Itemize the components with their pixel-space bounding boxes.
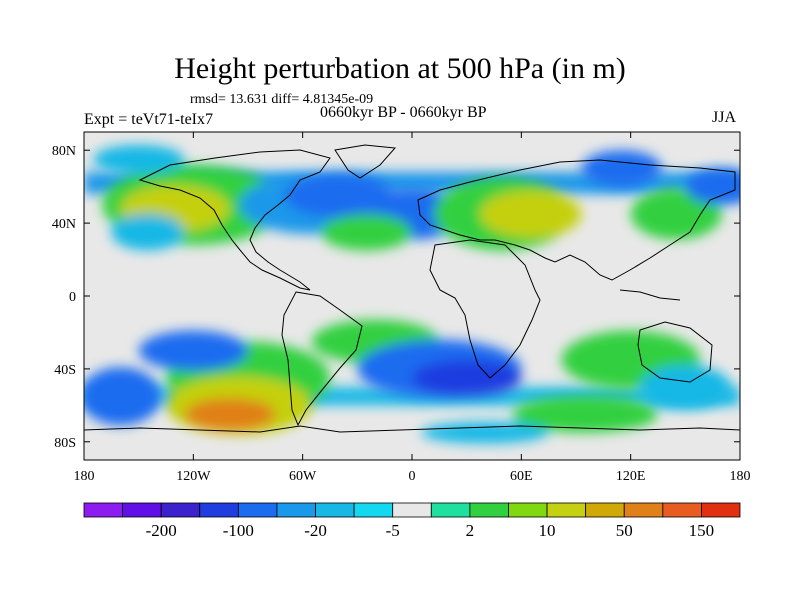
colorbar-label: -100	[223, 521, 254, 540]
coast-australia	[637, 321, 713, 383]
coast-indonesia	[619, 289, 681, 301]
field-contour	[639, 365, 731, 409]
field-contour	[630, 188, 722, 240]
colorbar-box	[353, 502, 394, 518]
colorbar-box	[430, 502, 471, 518]
lon-tick-label: 60W	[289, 469, 317, 484]
lat-tick-label: 80N	[52, 144, 76, 159]
field-contour	[138, 330, 248, 371]
colorbar-box	[662, 502, 702, 518]
colorbar-box	[160, 502, 201, 518]
colorbar-box	[276, 502, 316, 518]
colorbar-box	[623, 502, 664, 518]
field-contour	[184, 398, 276, 431]
lon-tick-label: 60E	[510, 469, 533, 484]
colorbar-label: 150	[689, 521, 715, 540]
colorbar-label: 50	[616, 521, 633, 540]
colorbar-label: 2	[466, 521, 475, 540]
colorbar-box	[237, 502, 278, 518]
colorbar-box	[315, 502, 355, 518]
stats-label: rmsd= 13.631 diff= 4.81345e-09	[190, 92, 374, 107]
page-title: Height perturbation at 500 hPa (in m)	[174, 52, 626, 85]
coast-eurasia	[417, 159, 736, 281]
colorbar-box	[392, 502, 432, 518]
coast-africa	[429, 239, 541, 379]
season-label: JJA	[712, 109, 737, 126]
field-contour	[84, 367, 161, 426]
coast-greenland	[334, 144, 397, 179]
colorbar-label: -5	[386, 521, 400, 540]
field-contour	[412, 359, 522, 397]
lon-tick-label: 180	[74, 469, 95, 484]
field-contour	[111, 214, 185, 251]
coast-south-america	[281, 291, 363, 427]
experiment-label: Expt = teVt71-teIx7	[84, 111, 213, 128]
lon-tick-label: 0	[409, 469, 416, 484]
field-contour	[581, 150, 662, 187]
colorbar-box	[508, 502, 548, 518]
lat-tick-label: 80S	[54, 436, 76, 451]
field-contour	[320, 214, 413, 251]
field-contour	[479, 190, 582, 238]
colorbar-box	[199, 502, 239, 518]
lon-tick-label: 120E	[616, 469, 646, 484]
lon-tick-label: 180	[730, 469, 751, 484]
lon-tick-label: 120W	[176, 469, 211, 484]
colorbar-box	[701, 502, 741, 518]
colorbar-label: -200	[146, 521, 177, 540]
colorbar-label: -20	[304, 521, 327, 540]
colorbar-label: 10	[539, 521, 556, 540]
colorbar-box	[469, 502, 509, 518]
coast-north-america	[138, 149, 331, 291]
period-label: 0660kyr BP - 0660kyr BP	[320, 104, 487, 121]
lat-tick-label: 40N	[52, 217, 76, 232]
lat-tick-label: 40S	[54, 363, 76, 378]
field-contour	[93, 144, 185, 174]
coast-antarctica	[84, 425, 740, 433]
colorbar-box	[546, 502, 587, 518]
colorbar-box	[83, 502, 123, 518]
field-contour	[512, 396, 658, 433]
coastlines	[84, 144, 740, 433]
colorbar-box	[585, 502, 625, 518]
field-contour	[685, 168, 740, 205]
lat-tick-label: 0	[69, 290, 76, 305]
field-contour	[421, 421, 549, 444]
colorbar-box	[122, 502, 162, 518]
